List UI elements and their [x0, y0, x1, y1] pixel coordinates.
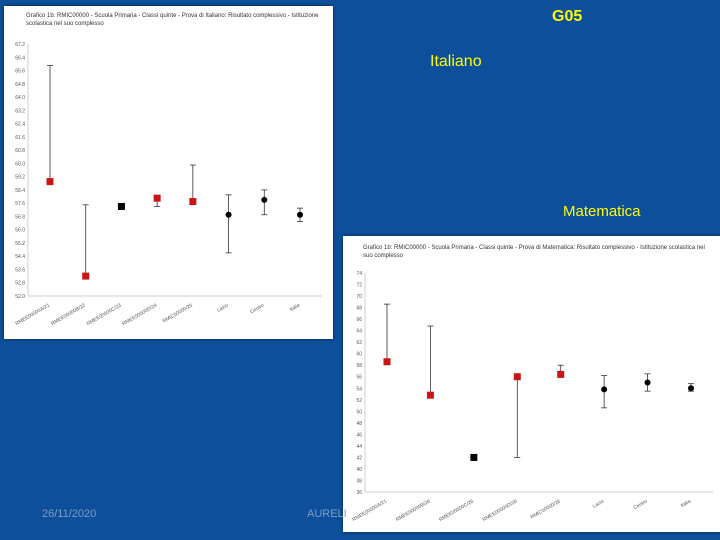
y-tick-label: 58 — [356, 363, 362, 369]
data-point-school — [513, 373, 521, 381]
x-tick-label: Centro — [249, 302, 265, 315]
x-tick-label: RMEE00000B/22 — [50, 302, 87, 327]
y-tick-label: 38 — [356, 478, 362, 484]
data-point-school — [189, 198, 197, 205]
y-tick-label: 52.8 — [15, 281, 25, 287]
y-tick-label: 40 — [356, 467, 362, 473]
x-tick-label: Lazio — [592, 498, 606, 509]
x-tick-label: RMEE00000D/26 — [482, 498, 519, 523]
y-tick-label: 56.0 — [15, 228, 25, 234]
chart-matematica: 74 72 70 68 66 64 62 60 58 56 54 52 50 48 46 44 42 40 38 36… — [352, 271, 713, 523]
data-point-school — [383, 358, 391, 366]
data-point-school — [82, 272, 90, 280]
y-tick-label: 46 — [356, 432, 362, 438]
slide-code: G05 — [552, 8, 583, 25]
x-tick-label: RMIC00000/26 — [530, 498, 562, 520]
y-tick-label: 67.2 — [15, 42, 25, 48]
y-tick-label: 70 — [356, 294, 362, 300]
y-tick-label: 54.4 — [15, 254, 25, 260]
y-tick-label: 66.4 — [15, 55, 25, 61]
y-tick-label: 55.2 — [15, 241, 25, 247]
x-tick-label: RMEE00000A/21 — [15, 302, 52, 327]
y-tick-label: 56 — [356, 375, 362, 381]
x-tick-label: RMEE00000A/21 — [352, 498, 389, 523]
x-tick-label: RMEE00000B/26 — [395, 498, 432, 523]
label-italiano: Italiano — [430, 53, 482, 70]
y-tick-label: 72 — [356, 283, 362, 289]
data-point-reference — [688, 385, 694, 392]
y-tick-label: 56.8 — [15, 214, 25, 220]
chart-italiano: 67.2 66.4 65.6 64.8 64.0 63.2 62.4 61.6 60.8 60.0… — [15, 42, 322, 327]
y-tick-label: 48 — [356, 421, 362, 427]
data-point-reference — [644, 379, 651, 386]
chart-panel-italiano: Grafico 1b: RMIC00000 - Scuola Primaria … — [4, 6, 333, 339]
y-tick-label: 42 — [356, 455, 362, 461]
y-tick-label: 64.8 — [15, 82, 25, 88]
y-tick-label: 60.8 — [15, 148, 25, 154]
y-tick-label: 60 — [356, 352, 362, 358]
y-tick-label: 52 — [356, 398, 362, 404]
y-tick-label: 53.6 — [15, 267, 25, 273]
y-tick-label: 60.0 — [15, 161, 25, 167]
data-point-reference — [225, 211, 232, 218]
data-point-institute — [117, 202, 125, 210]
y-tick-label: 44 — [356, 444, 362, 450]
data-point-institute — [470, 453, 478, 461]
y-tick-label: 36 — [356, 490, 362, 496]
y-tick-label: 54 — [356, 386, 362, 392]
y-tick-label: 58.4 — [15, 188, 25, 194]
x-tick-label: RMIC00000/25 — [162, 302, 194, 324]
y-tick-label: 59.2 — [15, 175, 25, 181]
data-point-school — [153, 194, 161, 202]
x-tick-label: RMEE00000C/23 — [86, 302, 123, 327]
x-tick-label: Italia — [680, 498, 692, 509]
data-point-school — [557, 370, 565, 378]
y-tick-label: 50 — [356, 409, 362, 415]
y-tick-label: 66 — [356, 317, 362, 323]
x-tick-label: Centro — [633, 498, 649, 511]
y-tick-label: 61.6 — [15, 135, 25, 141]
y-tick-label: 64 — [356, 329, 362, 335]
y-tick-label: 52.0 — [15, 294, 25, 300]
chart-panel-matematica: Grafico 1b: RMIC00000 - Scuola Primaria … — [343, 236, 720, 532]
y-tick-label: 62 — [356, 340, 362, 346]
y-tick-label: 68 — [356, 306, 362, 312]
y-tick-label: 62.4 — [15, 122, 25, 128]
chart-title-italiano: Grafico 1b: RMIC00000 - Scuola Primaria … — [26, 13, 319, 27]
chart-title-matematica: Grafico 1b: RMIC00000 - Scuola Primaria … — [363, 245, 705, 259]
data-point-school — [46, 178, 54, 186]
x-tick-label: Italia — [289, 302, 301, 313]
y-tick-label: 64.0 — [15, 95, 25, 101]
footer-author: AURELI — [307, 508, 347, 520]
y-tick-label: 74 — [356, 271, 362, 277]
footer-date: 26/11/2020 — [42, 508, 97, 520]
y-tick-label: 65.6 — [15, 69, 25, 75]
data-point-reference — [601, 386, 608, 393]
x-tick-label: RMEE00000D/24 — [121, 302, 158, 327]
data-point-school — [426, 391, 434, 399]
x-tick-label: RMEE00000C/26 — [438, 498, 475, 523]
x-tick-label: Lazio — [216, 302, 230, 313]
y-tick-label: 63.2 — [15, 108, 25, 114]
label-matematica: Matematica — [563, 203, 641, 220]
y-tick-label: 57.6 — [15, 201, 25, 207]
data-point-reference — [297, 211, 303, 218]
data-point-reference — [261, 196, 268, 203]
